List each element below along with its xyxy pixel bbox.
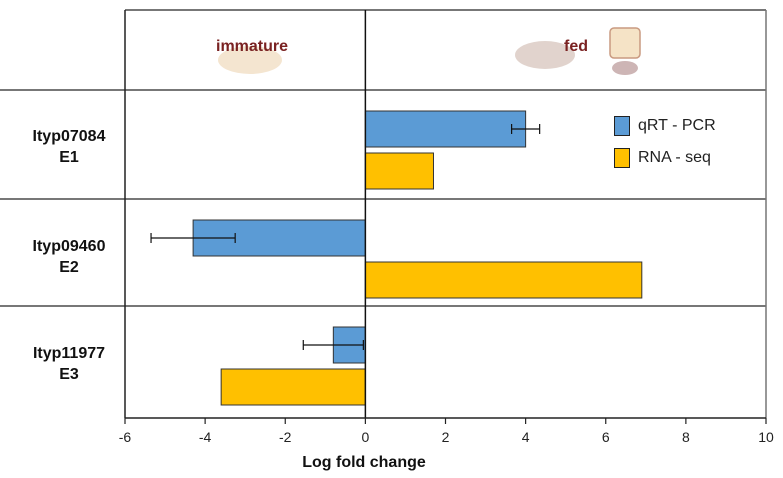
panel-label-immature: immature [216, 38, 289, 55]
x-tick-label-0: 0 [361, 429, 369, 445]
x-tick-label-4: 4 [522, 429, 530, 445]
x-tick-label-10: 10 [758, 429, 774, 445]
x-tick-label--6: -6 [119, 429, 132, 445]
category-label-3-code: E3 [59, 366, 79, 383]
category-label-2-gene: Ityp09460 [32, 238, 106, 255]
bar-rna-seq-3 [220, 368, 366, 406]
category-label-1-gene: Ityp07084 [32, 128, 106, 145]
bar-qrt-pcr-1 [364, 110, 527, 148]
category-label-2-code: E2 [59, 259, 79, 276]
x-tick-label--2: -2 [279, 429, 292, 445]
tick-fed-icon [515, 41, 575, 69]
tick-immature-icon [218, 46, 282, 74]
category-label-3: Ityp11977 E3 [14, 343, 124, 385]
legend-swatch-qrt-pcr [614, 116, 630, 136]
bar-rna-seq-1 [364, 152, 434, 190]
bar-rna-seq-2 [364, 261, 643, 299]
x-tick-label--4: -4 [199, 429, 212, 445]
x-tick-label-2: 2 [442, 429, 450, 445]
category-label-1-code: E1 [59, 149, 79, 166]
blood-drop-icon [612, 61, 638, 75]
legend-label-rna-seq: RNA - seq [638, 149, 711, 166]
x-axis-title: Log fold change [302, 454, 426, 471]
x-tick-label-8: 8 [682, 429, 690, 445]
legend-item-qrt-pcr: qRT - PCR [614, 116, 716, 136]
legend-item-rna-seq: RNA - seq [614, 148, 711, 168]
category-label-1: Ityp07084 E1 [14, 126, 124, 168]
category-label-3-gene: Ityp11977 [32, 345, 106, 362]
legend-label-qrt-pcr: qRT - PCR [638, 117, 716, 134]
panel-label-fed: fed [564, 38, 588, 55]
category-label-2: Ityp09460 E2 [14, 236, 124, 278]
legend-swatch-rna-seq [614, 148, 630, 168]
x-tick-label-6: 6 [602, 429, 610, 445]
feeding-capsule-icon [609, 27, 641, 59]
